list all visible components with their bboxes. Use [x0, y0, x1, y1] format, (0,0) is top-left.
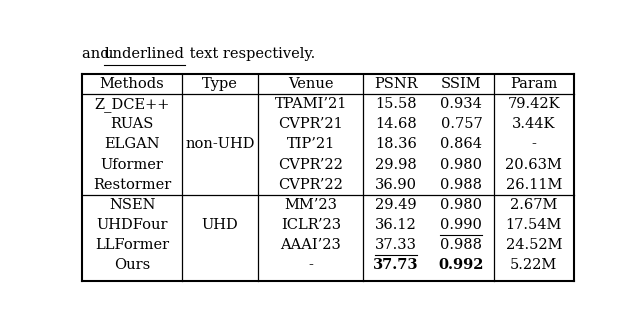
- Text: Methods: Methods: [100, 77, 164, 91]
- Text: Restormer: Restormer: [93, 178, 172, 192]
- Text: 0.988: 0.988: [440, 178, 483, 192]
- Text: 36.12: 36.12: [375, 218, 417, 232]
- Text: SSIM: SSIM: [441, 77, 482, 91]
- Text: 26.11M: 26.11M: [506, 178, 562, 192]
- Text: NSEN: NSEN: [109, 198, 156, 212]
- Text: 0.990: 0.990: [440, 218, 483, 232]
- Text: TPAMI’21: TPAMI’21: [275, 97, 347, 111]
- Text: 2.67M: 2.67M: [510, 198, 557, 212]
- Text: 37.73: 37.73: [373, 258, 419, 272]
- Text: LLFormer: LLFormer: [95, 238, 169, 252]
- Text: 0.992: 0.992: [438, 258, 484, 272]
- Text: 24.52M: 24.52M: [506, 238, 562, 252]
- Text: CVPR’22: CVPR’22: [278, 158, 344, 172]
- Text: Venue: Venue: [288, 77, 333, 91]
- Text: 18.36: 18.36: [375, 137, 417, 152]
- Text: 79.42K: 79.42K: [508, 97, 560, 111]
- Text: RUAS: RUAS: [111, 117, 154, 131]
- Text: 36.90: 36.90: [375, 178, 417, 192]
- Text: CVPR’21: CVPR’21: [278, 117, 343, 131]
- Text: Param: Param: [510, 77, 557, 91]
- Text: 0.980: 0.980: [440, 158, 483, 172]
- Text: Type: Type: [202, 77, 238, 91]
- Text: 14.68: 14.68: [375, 117, 417, 131]
- Text: 15.58: 15.58: [375, 97, 417, 111]
- Text: UHD: UHD: [202, 218, 239, 232]
- Text: 0.980: 0.980: [440, 198, 483, 212]
- Text: ELGAN: ELGAN: [104, 137, 160, 152]
- Text: 5.22M: 5.22M: [510, 258, 557, 272]
- Text: text respectively.: text respectively.: [185, 47, 315, 61]
- Text: 29.49: 29.49: [375, 198, 417, 212]
- Text: 0.757: 0.757: [440, 117, 483, 131]
- Text: 29.98: 29.98: [375, 158, 417, 172]
- Text: 0.934: 0.934: [440, 97, 483, 111]
- Text: 20.63M: 20.63M: [506, 158, 562, 172]
- Text: Uformer: Uformer: [100, 158, 164, 172]
- Text: Z_DCE++: Z_DCE++: [95, 97, 170, 112]
- Text: 0.864: 0.864: [440, 137, 483, 152]
- Text: MM’23: MM’23: [284, 198, 337, 212]
- Text: ICLR’23: ICLR’23: [281, 218, 341, 232]
- Text: non-UHD: non-UHD: [186, 137, 255, 152]
- Text: AAAI’23: AAAI’23: [280, 238, 341, 252]
- Text: CVPR’22: CVPR’22: [278, 178, 344, 192]
- Text: TIP’21: TIP’21: [287, 137, 335, 152]
- Text: UHDFour: UHDFour: [97, 218, 168, 232]
- Text: Ours: Ours: [114, 258, 150, 272]
- Text: 0.988: 0.988: [440, 238, 483, 252]
- Text: 37.33: 37.33: [375, 238, 417, 252]
- Text: 17.54M: 17.54M: [506, 218, 562, 232]
- Text: -: -: [531, 137, 536, 152]
- Text: PSNR: PSNR: [374, 77, 418, 91]
- Text: underlined: underlined: [104, 47, 185, 61]
- Text: and: and: [83, 47, 115, 61]
- Text: -: -: [308, 258, 314, 272]
- Text: 3.44K: 3.44K: [512, 117, 556, 131]
